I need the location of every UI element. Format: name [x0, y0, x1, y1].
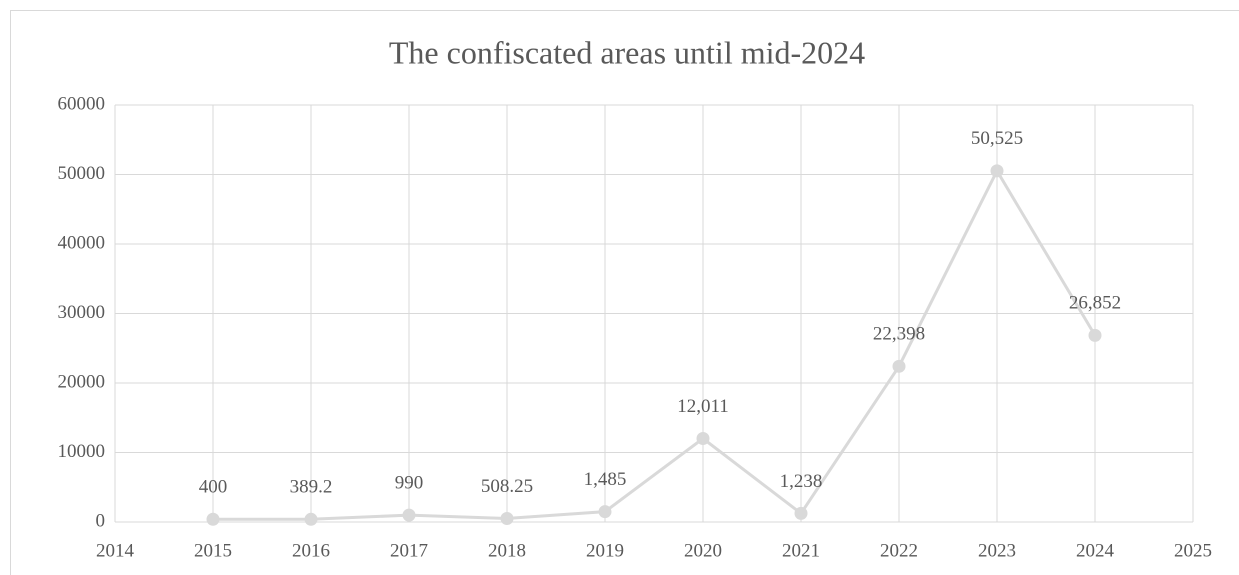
data-point — [696, 432, 710, 446]
x-tick-label: 2014 — [96, 540, 135, 561]
x-tick-label: 2020 — [684, 540, 722, 561]
data-label: 12,011 — [677, 396, 729, 417]
data-point — [1088, 328, 1102, 342]
x-tick-label: 2024 — [1076, 540, 1115, 561]
x-tick-label: 2015 — [194, 540, 232, 561]
y-tick-label: 30000 — [58, 302, 106, 323]
chart-title: The confiscated areas until mid-2024 — [389, 34, 865, 70]
data-line — [212, 167, 1097, 521]
data-label: 50,525 — [971, 128, 1023, 149]
data-label: 26,852 — [1069, 293, 1121, 314]
x-tick-label: 2023 — [978, 540, 1016, 561]
y-tick-label: 10000 — [58, 441, 106, 462]
y-tick-label: 0 — [96, 510, 106, 531]
x-tick-label: 2018 — [488, 540, 526, 561]
data-point — [500, 511, 514, 525]
data-point — [892, 359, 906, 373]
data-label: 990 — [395, 472, 424, 493]
data-point — [304, 512, 318, 526]
y-tick-label: 60000 — [58, 93, 106, 114]
data-point — [598, 505, 612, 519]
x-tick-label: 2025 — [1174, 540, 1212, 561]
x-tick-label: 2022 — [880, 540, 918, 561]
data-label: 22,398 — [873, 324, 925, 345]
data-label: 400 — [199, 477, 228, 498]
y-tick-label: 50000 — [58, 163, 106, 184]
chart-frame — [10, 10, 1239, 575]
data-label: 1,485 — [584, 469, 627, 490]
y-tick-label: 20000 — [58, 371, 106, 392]
x-tick-label: 2021 — [782, 540, 820, 561]
data-label: 508.25 — [481, 476, 533, 497]
data-label: 1,238 — [780, 471, 823, 492]
x-tick-label: 2019 — [586, 540, 624, 561]
data-point — [990, 164, 1004, 178]
y-tick-label: 40000 — [58, 232, 106, 253]
data-point — [402, 508, 416, 522]
data-label: 389.2 — [290, 477, 333, 498]
data-point — [794, 506, 808, 520]
x-tick-label: 2017 — [390, 540, 428, 561]
x-tick-label: 2016 — [292, 540, 330, 561]
data-point — [206, 512, 220, 526]
